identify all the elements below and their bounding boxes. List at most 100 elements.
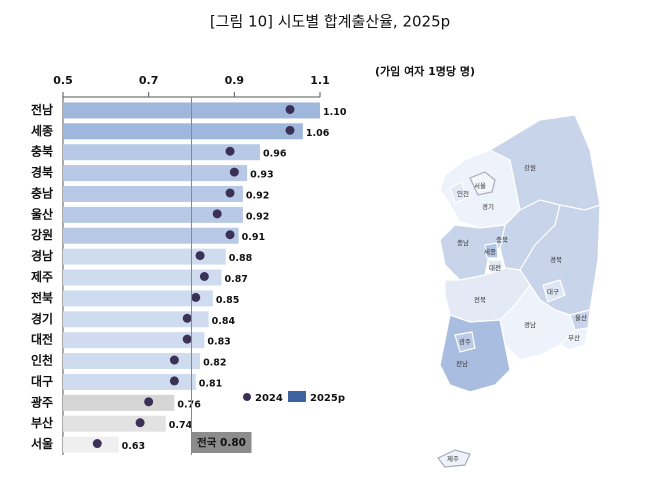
bar bbox=[63, 165, 248, 182]
bar bbox=[63, 227, 239, 244]
map: 강원 서울 인천 경기 충북 충남 세종 대전 경북 대구 전북 울산 경남 부… bbox=[437, 114, 601, 468]
category-label: 제주 bbox=[31, 270, 53, 284]
value-label: 0.83 bbox=[207, 337, 230, 348]
category-label: 부산 bbox=[31, 415, 53, 430]
dot bbox=[191, 292, 201, 302]
bar bbox=[63, 373, 196, 390]
map-label: 부산 bbox=[568, 333, 580, 342]
value-label: 0.74 bbox=[169, 420, 193, 431]
map-label: 충남 bbox=[457, 238, 469, 247]
bar bbox=[63, 269, 222, 286]
value-label: 0.87 bbox=[224, 274, 247, 285]
legend-label: 2025p bbox=[310, 393, 345, 404]
map-label: 제주 bbox=[447, 455, 459, 463]
bar bbox=[63, 290, 213, 307]
value-label: 0.91 bbox=[242, 232, 265, 243]
category-label: 경북 bbox=[31, 166, 53, 180]
dot bbox=[225, 146, 235, 156]
x-tick-label: 0.5 bbox=[53, 74, 73, 87]
dot bbox=[169, 376, 179, 386]
map-label: 세종 bbox=[484, 247, 496, 256]
value-label: 0.92 bbox=[246, 190, 269, 201]
map-label: 광주 bbox=[459, 338, 471, 346]
value-label: 0.93 bbox=[250, 170, 273, 181]
bar bbox=[63, 353, 201, 370]
category-label: 경남 bbox=[31, 248, 53, 263]
chart-title: [그림 10] 시도별 합계출산율, 2025p bbox=[210, 13, 450, 31]
dot bbox=[285, 104, 295, 114]
map-label: 충북 bbox=[496, 235, 508, 244]
map-region bbox=[499, 283, 576, 361]
value-label: 0.96 bbox=[263, 149, 287, 160]
category-label: 전남 bbox=[31, 102, 53, 117]
bar bbox=[63, 144, 261, 161]
map-region bbox=[454, 331, 476, 353]
legend-label: 2024 bbox=[255, 393, 283, 404]
x-tick-label: 0.9 bbox=[225, 74, 245, 87]
map-region bbox=[484, 242, 499, 259]
map-label: 울산 bbox=[575, 313, 587, 322]
bar bbox=[63, 123, 303, 140]
category-label: 울산 bbox=[31, 206, 53, 221]
value-label: 0.82 bbox=[203, 358, 226, 369]
value-label: 0.76 bbox=[177, 399, 201, 410]
map-label: 강원 bbox=[524, 163, 536, 172]
category-label: 전북 bbox=[31, 290, 53, 305]
reference-box bbox=[191, 432, 252, 453]
legend-marker bbox=[288, 391, 306, 402]
category-label: 광주 bbox=[31, 394, 53, 409]
map-region bbox=[558, 327, 589, 351]
bar bbox=[63, 185, 243, 202]
map-label: 경남 bbox=[524, 320, 536, 329]
map-label: 전북 bbox=[474, 295, 486, 304]
value-label: 0.81 bbox=[199, 378, 222, 389]
map-region bbox=[437, 449, 471, 468]
value-label: 0.63 bbox=[122, 441, 145, 452]
value-label: 1.06 bbox=[306, 128, 330, 139]
map-region bbox=[542, 279, 566, 303]
category-label: 충북 bbox=[31, 144, 53, 159]
map-label: 경북 bbox=[550, 255, 562, 264]
dot bbox=[195, 251, 205, 261]
bar bbox=[63, 311, 209, 328]
dot bbox=[229, 167, 239, 177]
dot bbox=[285, 125, 295, 135]
value-label: 0.92 bbox=[246, 211, 269, 222]
dot bbox=[135, 418, 145, 428]
subtitle: (가임 여자 1명당 명) bbox=[375, 64, 475, 78]
legend-marker bbox=[243, 393, 251, 401]
bar bbox=[63, 332, 205, 349]
category-label: 대전 bbox=[31, 332, 53, 347]
value-label: 1.10 bbox=[323, 107, 347, 118]
reference-label: 전국 0.80 bbox=[197, 436, 246, 449]
category-label: 경기 bbox=[31, 311, 53, 326]
dot bbox=[212, 209, 222, 219]
bar bbox=[63, 206, 243, 223]
map-label: 서울 bbox=[474, 181, 486, 190]
map-label: 전남 bbox=[456, 359, 468, 368]
category-label: 인천 bbox=[31, 353, 53, 368]
dot bbox=[144, 397, 154, 407]
dot bbox=[169, 355, 179, 365]
bar bbox=[63, 394, 175, 411]
x-tick-label: 0.7 bbox=[139, 74, 159, 87]
bar bbox=[63, 248, 226, 265]
map-region bbox=[469, 171, 496, 196]
category-label: 세종 bbox=[31, 123, 53, 138]
dot bbox=[182, 334, 192, 344]
map-label: 인천 bbox=[457, 189, 469, 198]
map-label: 대전 bbox=[489, 263, 501, 272]
dot bbox=[92, 439, 102, 449]
category-label: 강원 bbox=[31, 228, 53, 242]
category-label: 서울 bbox=[31, 436, 53, 451]
map-region bbox=[449, 181, 467, 204]
map-label: 경기 bbox=[482, 202, 494, 211]
x-tick-label: 1.1 bbox=[310, 74, 330, 87]
category-label: 충남 bbox=[31, 185, 53, 200]
category-label: 대구 bbox=[31, 374, 53, 388]
value-label: 0.85 bbox=[216, 295, 239, 306]
map-label: 대구 bbox=[547, 288, 559, 296]
value-label: 0.88 bbox=[229, 253, 253, 264]
dot bbox=[225, 188, 235, 198]
